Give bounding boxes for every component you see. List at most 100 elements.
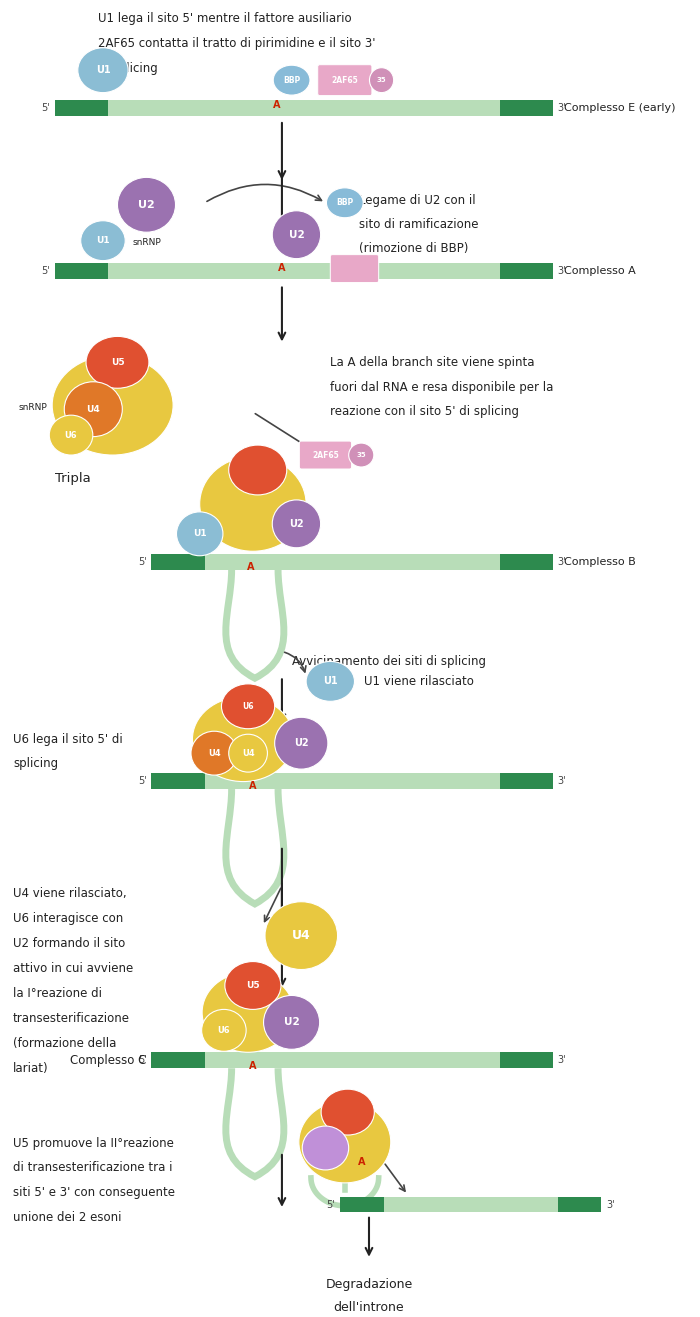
Ellipse shape: [349, 443, 374, 468]
Text: La A della branch site viene spinta: La A della branch site viene spinta: [330, 356, 535, 369]
Text: A: A: [278, 262, 286, 273]
Text: U1: U1: [323, 677, 337, 686]
Ellipse shape: [80, 221, 125, 261]
Ellipse shape: [299, 1101, 391, 1183]
Text: U4: U4: [86, 404, 100, 414]
FancyBboxPatch shape: [318, 65, 372, 96]
Text: 5': 5': [138, 776, 146, 786]
Ellipse shape: [86, 336, 149, 389]
Text: siti 5' e 3' con conseguente: siti 5' e 3' con conseguente: [13, 1187, 175, 1200]
Text: Complesso B: Complesso B: [564, 557, 636, 566]
Ellipse shape: [272, 500, 321, 548]
Text: sito di ramificazione: sito di ramificazione: [359, 219, 479, 232]
Text: 35: 35: [377, 78, 386, 83]
Text: U2: U2: [289, 519, 304, 529]
Text: BBP: BBP: [336, 199, 354, 207]
Ellipse shape: [64, 382, 122, 437]
Text: reazione con il sito 5' di splicing: reazione con il sito 5' di splicing: [330, 404, 519, 417]
Text: U6: U6: [242, 702, 254, 711]
Text: unione dei 2 esoni: unione dei 2 esoni: [13, 1212, 122, 1225]
Ellipse shape: [49, 415, 93, 456]
Text: U1 viene rilasciato: U1 viene rilasciato: [364, 674, 474, 687]
Text: A: A: [249, 1062, 257, 1071]
Text: 3': 3': [558, 776, 566, 786]
Text: U1 lega il sito 5' mentre il fattore ausiliario: U1 lega il sito 5' mentre il fattore aus…: [98, 12, 352, 25]
Text: U6: U6: [218, 1026, 230, 1035]
FancyBboxPatch shape: [300, 441, 351, 469]
Text: 5': 5': [41, 266, 50, 275]
Bar: [151, 773, 204, 789]
Text: di splicing: di splicing: [98, 62, 158, 75]
Text: U2 formando il sito: U2 formando il sito: [13, 938, 125, 950]
Text: 2AF65: 2AF65: [331, 75, 358, 84]
Text: (formazione della: (formazione della: [13, 1036, 116, 1050]
Text: U4: U4: [241, 748, 254, 757]
Text: U5: U5: [111, 358, 125, 367]
Bar: [151, 1052, 204, 1068]
Ellipse shape: [370, 67, 393, 92]
Text: 3': 3': [558, 557, 566, 566]
Text: U6 interagisce con: U6 interagisce con: [13, 913, 123, 925]
Text: dell'introne: dell'introne: [334, 1301, 405, 1314]
Ellipse shape: [321, 1089, 374, 1135]
Text: (rimozione di BBP): (rimozione di BBP): [359, 242, 469, 255]
Text: 35: 35: [356, 452, 366, 458]
Text: U6 lega il sito 5' di: U6 lega il sito 5' di: [13, 732, 122, 745]
Bar: [108, 100, 500, 116]
Text: A: A: [273, 100, 281, 111]
Bar: [204, 553, 500, 570]
Text: snRNP: snRNP: [19, 403, 48, 412]
Text: BBP: BBP: [283, 75, 300, 84]
Ellipse shape: [52, 356, 173, 456]
Ellipse shape: [221, 684, 274, 728]
Ellipse shape: [202, 972, 294, 1052]
Ellipse shape: [225, 961, 281, 1009]
Ellipse shape: [229, 734, 267, 772]
Text: lariat): lariat): [13, 1062, 48, 1075]
Text: attivo in cui avviene: attivo in cui avviene: [13, 961, 133, 975]
Ellipse shape: [202, 1009, 246, 1051]
Text: U5 promuove la II°reazione: U5 promuove la II°reazione: [13, 1137, 174, 1150]
Ellipse shape: [265, 902, 337, 969]
Bar: [500, 553, 553, 570]
Ellipse shape: [326, 188, 363, 217]
Bar: [500, 262, 553, 279]
Text: U4 viene rilasciato,: U4 viene rilasciato,: [13, 888, 127, 901]
Text: Legame di U2 con il: Legame di U2 con il: [359, 195, 476, 207]
Bar: [108, 262, 500, 279]
Bar: [55, 100, 108, 116]
Text: U5: U5: [246, 981, 260, 990]
Text: U2: U2: [288, 229, 304, 240]
Bar: [500, 773, 553, 789]
Text: U2: U2: [284, 1017, 300, 1027]
Ellipse shape: [272, 211, 321, 258]
Text: 2AF65 contatta il tratto di pirimidine e il sito 3': 2AF65 contatta il tratto di pirimidine e…: [98, 37, 376, 50]
Text: U1: U1: [193, 529, 206, 539]
Text: Degradazione: Degradazione: [326, 1277, 412, 1291]
Ellipse shape: [176, 512, 223, 556]
Text: 5': 5': [326, 1200, 335, 1210]
Ellipse shape: [191, 731, 237, 776]
Bar: [151, 553, 204, 570]
Text: 3': 3': [606, 1200, 615, 1210]
Text: splicing: splicing: [13, 757, 58, 769]
Text: U6: U6: [64, 431, 78, 440]
Text: 5': 5': [138, 557, 146, 566]
Bar: [558, 1197, 601, 1213]
Text: transesterificazione: transesterificazione: [13, 1011, 130, 1025]
Text: U4: U4: [292, 928, 311, 942]
Bar: [204, 1052, 500, 1068]
Ellipse shape: [193, 697, 294, 781]
Bar: [340, 1197, 384, 1213]
Bar: [55, 262, 108, 279]
Ellipse shape: [118, 178, 176, 232]
Text: U1: U1: [96, 236, 110, 245]
Bar: [204, 773, 500, 789]
Text: 2AF65: 2AF65: [312, 450, 339, 460]
Text: 5': 5': [41, 103, 50, 113]
Ellipse shape: [302, 1126, 349, 1169]
Text: Complesso C: Complesso C: [70, 1054, 146, 1067]
Text: U2: U2: [294, 739, 309, 748]
Ellipse shape: [274, 718, 328, 769]
Ellipse shape: [306, 661, 354, 702]
